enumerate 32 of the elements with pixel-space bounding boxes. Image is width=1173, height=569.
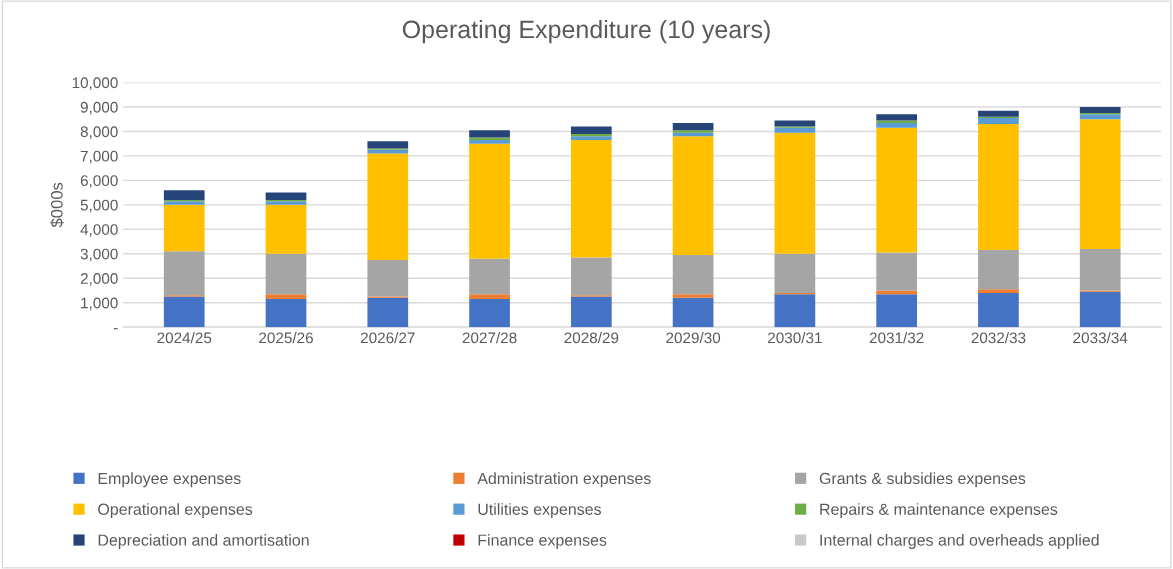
x-tick-label: 2029/30 [666,332,721,344]
y-tick-label: 5,000 [80,199,118,213]
chart-title: Operating Expenditure (10 years) [402,19,770,44]
y-tick-label: 1,000 [81,297,118,311]
legend-label: Finance expenses [478,534,607,549]
y-tick-label: 3,000 [80,248,118,262]
legend-label: Utilities expenses [478,503,601,519]
y-tick-label: 10,000 [72,77,118,90]
x-tick-label: 2025/26 [259,332,313,344]
legend-label: Operational expenses [98,503,253,519]
legend-label: Internal charges and overheads applied [820,534,1099,549]
y-tick-label: 2,000 [80,273,118,286]
y-tick-label: 8,000 [80,126,118,139]
legend-label: Employee expenses [98,472,241,488]
y-axis-title: $000s [50,182,64,228]
legend-label: Administration expenses [477,472,651,488]
x-tick-label: 2031/32 [869,332,924,344]
legend-label: Grants & subsidies expenses [819,472,1026,488]
y-tick-label: 4,000 [80,224,118,237]
x-tick-label: 2033/34 [1073,332,1128,344]
y-tick-label: - [113,328,118,330]
legend-label: Depreciation and amortisation [98,534,309,549]
x-tick-label: 2032/33 [971,332,1026,344]
x-tick-label: 2024/25 [157,332,212,344]
x-tick-label: 2028/29 [564,332,619,344]
legend-label: Repairs & maintenance expenses [820,503,1058,519]
x-tick-label: 2026/27 [360,332,415,344]
x-tick-label: 2027/28 [462,332,517,344]
x-tick-label: 2030/31 [768,332,822,344]
y-tick-label: 7,000 [80,150,118,164]
y-tick-label: 9,000 [80,101,118,115]
y-tick-label: 6,000 [80,175,118,188]
